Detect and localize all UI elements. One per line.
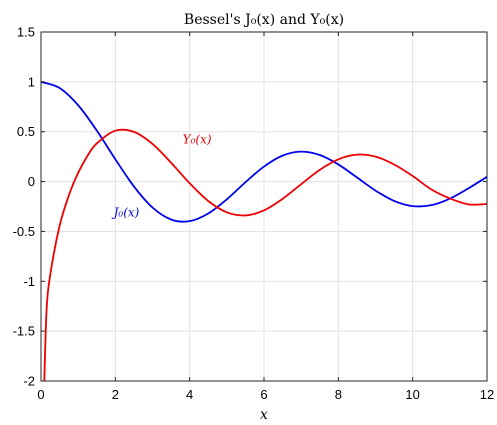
y-tick-label: -1.5 (13, 324, 35, 339)
tick-marks (40, 31, 488, 382)
y-tick-label: 0.5 (17, 124, 35, 139)
x-axis-label: x (260, 407, 268, 423)
x-tick-label: 4 (186, 387, 193, 402)
x-tick-label: 2 (112, 387, 119, 402)
annotation-label-y0: Y₀(x) (183, 133, 212, 147)
chart-title: Bessel's J₀(x) and Y₀(x) (184, 12, 344, 28)
annotation-label-j0: J₀(x) (111, 205, 140, 219)
x-tick-label: 6 (260, 387, 267, 402)
y-tick-label: -0.5 (13, 224, 35, 239)
tick-labels: 0 2 4 6 8 10 12 -2 -1.5 -1 -0.5 0 0.5 1 1.5 (13, 25, 495, 403)
series-line-y0 (43, 128, 488, 382)
y-tick-label: 1.5 (17, 25, 35, 40)
annotations: Y₀(x) J₀(x) (111, 133, 212, 220)
series-line-j0 (40, 80, 488, 223)
y-tick-label: -2 (23, 374, 35, 389)
y-tick-label: -1 (23, 274, 35, 289)
x-tick-label: 10 (405, 387, 419, 402)
x-tick-label: 8 (335, 387, 342, 402)
x-tick-label: 0 (37, 387, 44, 402)
y-tick-label: 1 (28, 74, 35, 89)
y-tick-label: 0 (28, 174, 35, 189)
x-tick-label: 12 (480, 387, 494, 402)
series-layer (40, 80, 488, 382)
